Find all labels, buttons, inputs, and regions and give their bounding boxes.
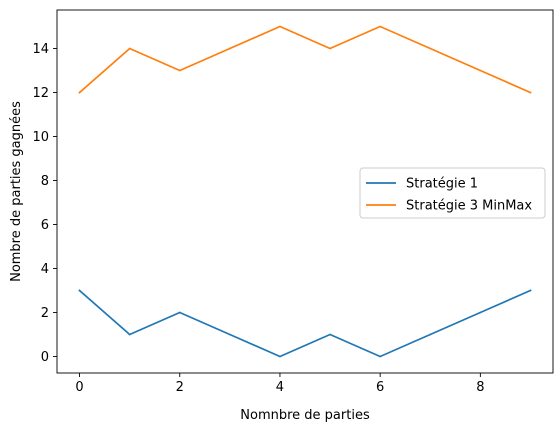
data-point-strategie-3-minmax-3 [228,47,231,50]
data-point-strategie-1-5 [329,333,331,336]
y-tick-label: 14 [32,42,49,57]
data-point-strategie-1-8 [479,311,482,314]
x-axis-ticks: 0 2 4 6 8 [75,373,484,395]
y-tick-label: 10 [32,130,49,145]
y-axis-label: Nombre de parties gagnées [9,101,24,282]
series-line-strategie-3-minmax [78,25,532,94]
data-point-strategie-3-minmax-6 [379,25,382,28]
x-tick-label: 4 [276,380,284,395]
data-point-strategie-3-minmax-1 [128,47,131,50]
x-tick-label: 6 [376,380,384,395]
x-axis-label: Nomnbre de parties [240,408,370,423]
y-tick-label: 6 [41,218,49,233]
legend-box [359,167,546,219]
data-point-strategie-3-minmax-2 [178,69,181,72]
data-point-strategie-3-minmax-9 [529,91,532,94]
data-point-strategie-1-2 [178,311,181,314]
data-point-strategie-1-9 [529,289,532,292]
y-tick-label: 0 [41,350,49,365]
data-point-strategie-1-3 [228,333,231,336]
data-point-strategie-3-minmax-7 [429,47,432,50]
x-tick-label: 2 [176,380,184,395]
plot-frame [56,9,554,374]
y-axis-ticks: 0 2 4 6 8 10 12 14 [32,42,57,365]
series-line-strategie-1 [78,289,532,358]
x-tick-label: 0 [75,380,83,395]
y-tick-label: 4 [41,262,49,277]
series-layer [78,25,532,358]
data-point-strategie-1-4 [279,355,281,358]
y-tick-label: 12 [32,86,49,101]
legend-label-strategie-1: Stratégie 1 [406,177,478,192]
data-point-strategie-1-7 [429,333,432,336]
data-point-strategie-3-minmax-8 [479,69,482,72]
legend-label-strategie-3-minmax: Stratégie 3 MinMax [406,199,532,214]
data-point-strategie-3-minmax-0 [78,91,81,94]
data-point-strategie-1-6 [379,355,382,358]
y-tick-label: 2 [41,306,49,321]
data-point-strategie-3-minmax-4 [279,25,281,28]
data-point-strategie-1-1 [128,333,131,336]
data-point-strategie-3-minmax-5 [329,47,331,50]
legend: Stratégie 1 Stratégie 3 MinMax [359,167,546,219]
y-tick-label: 8 [41,174,49,189]
data-point-strategie-1-0 [78,289,81,292]
x-tick-label: 8 [476,380,484,395]
